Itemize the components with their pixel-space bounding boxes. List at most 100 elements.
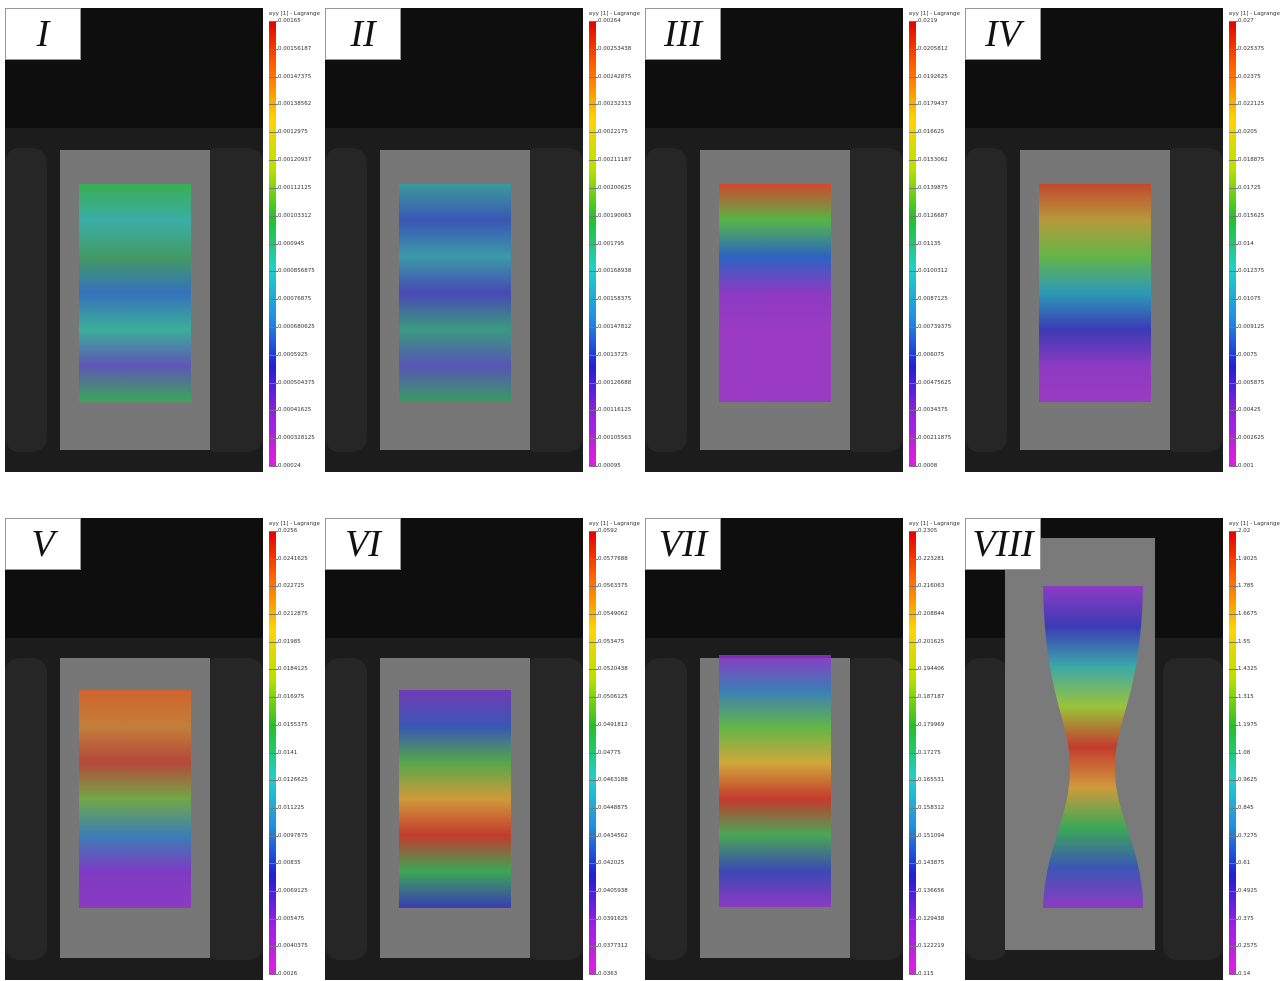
- colorbar-tick: [269, 531, 278, 532]
- panel-label: VII: [645, 518, 721, 570]
- colorbar-tick-label: 0.61: [1238, 860, 1251, 867]
- colorbar-tick: [589, 614, 598, 616]
- colorbar-tick-label: 2.02: [1238, 528, 1251, 534]
- specimen-image: [5, 518, 263, 980]
- colorbar-tick: [909, 558, 918, 560]
- colorbar-tick: [1229, 438, 1238, 440]
- colorbar-tick: [589, 160, 598, 162]
- colorbar-tick-label: 0.015625: [1238, 212, 1265, 219]
- colorbar-tick-label: 0.0592: [598, 528, 618, 534]
- colorbar-tick: [909, 382, 918, 384]
- colorbar-tick-label: 0.018875: [1238, 157, 1265, 164]
- colorbar-tick-label: 0.0005925: [278, 351, 308, 358]
- colorbar-tick: [1229, 531, 1238, 532]
- colorbar-tick-label: 0.17275: [918, 749, 941, 756]
- colorbar-tick: [269, 890, 278, 892]
- colorbar-tick: [589, 531, 598, 532]
- colorbar-tick: [269, 326, 278, 328]
- colorbar-tick: [909, 326, 918, 328]
- colorbar-tick: [269, 466, 278, 467]
- colorbar-tick-label: 0.0241625: [278, 555, 308, 562]
- colorbar-tick: [589, 752, 598, 754]
- panel-label: VIII: [965, 518, 1041, 570]
- colorbar-tick-label: 0.00156187: [278, 45, 312, 52]
- colorbar-tick: [269, 835, 278, 837]
- colorbar-tick-label: 0.053475: [598, 638, 625, 645]
- panel-label: II: [325, 8, 401, 60]
- colorbar-tick-label: 0.00835: [278, 860, 301, 867]
- colorbar-tick-label: 0.022725: [278, 583, 305, 590]
- colorbar-tick-label: 0.0205812: [918, 45, 948, 52]
- colorbar-tick-label: 0.01985: [278, 638, 301, 645]
- colorbar-tick: [269, 863, 278, 865]
- colorbar-tick-label: 0.00242875: [598, 73, 632, 80]
- colorbar-tick-label: 0.0192625: [918, 73, 948, 80]
- panel-label: V: [5, 518, 81, 570]
- specimen-image: [645, 518, 903, 980]
- strain-overlay: [719, 184, 831, 402]
- colorbar-tick: [269, 48, 278, 50]
- colorbar-tick-label: 0.01075: [1238, 296, 1261, 303]
- colorbar-tick-label: 0.9625: [1238, 777, 1258, 784]
- colorbar-tick-label: 0.201625: [918, 638, 945, 645]
- colorbar-tick: [1229, 466, 1238, 467]
- colorbar-tick: [589, 466, 598, 467]
- colorbar-tick-label: 0.011225: [278, 804, 305, 811]
- colorbar-tick-label: 0.0363: [598, 971, 618, 977]
- colorbar-tick-label: 0.0256: [278, 528, 298, 534]
- left-grip: [965, 658, 1007, 960]
- colorbar-tick: [909, 160, 918, 162]
- colorbar-tick-label: 0.0448875: [598, 804, 628, 811]
- colorbar-tick: [909, 21, 918, 22]
- colorbar-tick: [909, 586, 918, 588]
- colorbar-tick: [269, 187, 278, 189]
- colorbar-tick-label: 0.0153062: [918, 157, 948, 164]
- colorbar-tick: [589, 243, 598, 245]
- specimen-image: [965, 518, 1223, 980]
- colorbar-tick-label: 1.1975: [1238, 721, 1258, 728]
- colorbar-tick-label: 0.0126687: [918, 212, 948, 219]
- colorbar-tick-label: 0.0377312: [598, 943, 628, 950]
- colorbar-tick-label: 0.0069125: [278, 887, 308, 894]
- colorbar-tick-label: 0.022125: [1238, 101, 1265, 108]
- colorbar-tick: [909, 271, 918, 273]
- colorbar-tick-label: 0.00041625: [278, 407, 312, 414]
- panel: II eyy [1] - Lagrange 0.00264 0.00253438 0.0…: [325, 8, 643, 472]
- colorbar-tick-label: 1.9025: [1238, 555, 1258, 562]
- colorbar-tick-label: 0.00168938: [598, 268, 632, 275]
- colorbar-tick: [1229, 104, 1238, 106]
- panel: IV eyy [1] - Lagrange 0.027 0.025375 0.02375…: [965, 8, 1282, 472]
- colorbar-tick-label: 0.00112125: [278, 184, 312, 191]
- colorbar-tick: [1229, 863, 1238, 865]
- left-grip: [5, 658, 47, 960]
- colorbar-tick-label: 0.0075: [1238, 351, 1258, 358]
- colorbar-tick: [589, 132, 598, 134]
- colorbar-tick-label: 0.000504375: [278, 379, 315, 386]
- colorbar-tick-label: 0.208844: [918, 611, 945, 618]
- colorbar-tick: [589, 104, 598, 106]
- colorbar-tick: [909, 946, 918, 948]
- colorbar-tick: [589, 21, 598, 22]
- colorbar-tick: [269, 76, 278, 78]
- colorbar-tick: [1229, 410, 1238, 412]
- colorbar-tick: [269, 558, 278, 560]
- colorbar-tick: [1229, 946, 1238, 948]
- colorbar-tick: [269, 614, 278, 616]
- panel-label: I: [5, 8, 81, 60]
- right-grip: [523, 658, 583, 960]
- colorbar-tick: [589, 48, 598, 50]
- colorbar-tick: [1229, 614, 1238, 616]
- right-grip: [843, 148, 903, 452]
- colorbar-tick: [269, 946, 278, 948]
- panel: VI eyy [1] - Lagrange 0.0592 0.0577688 0.056…: [325, 518, 643, 980]
- colorbar-tick-label: 0.2575: [1238, 943, 1258, 950]
- colorbar-tick: [269, 132, 278, 134]
- right-grip: [1163, 658, 1223, 960]
- colorbar-tick-label: 0.0155375: [278, 721, 308, 728]
- colorbar-tick-label: 0.016975: [278, 694, 305, 701]
- colorbar-tick: [269, 918, 278, 920]
- colorbar-tick: [589, 382, 598, 384]
- specimen-image: [5, 8, 263, 472]
- colorbar-tick: [1229, 974, 1238, 975]
- colorbar-tick-label: 0.00232313: [598, 101, 632, 108]
